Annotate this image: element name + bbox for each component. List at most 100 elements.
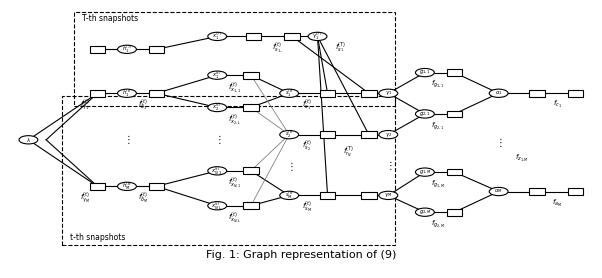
Circle shape <box>280 130 299 139</box>
Circle shape <box>280 89 299 97</box>
Text: Fig. 1: Graph representation of (9): Fig. 1: Graph representation of (9) <box>206 250 396 260</box>
Text: $s_2^{(t)}$: $s_2^{(t)}$ <box>285 129 294 140</box>
Text: $x_{N,1}^{(t)}$: $x_{N,1}^{(t)}$ <box>211 165 223 176</box>
Text: $\gamma_1^{(T)}$: $\gamma_1^{(T)}$ <box>312 31 323 42</box>
Circle shape <box>208 167 227 175</box>
Circle shape <box>415 110 434 118</box>
Circle shape <box>415 168 434 176</box>
Text: $f_{s_M}^{(t)}$: $f_{s_M}^{(t)}$ <box>302 200 312 214</box>
Text: $x_2^{(t)}$: $x_2^{(t)}$ <box>213 102 222 113</box>
Circle shape <box>208 103 227 112</box>
Text: $f_{z_{1,M}}$: $f_{z_{1,M}}$ <box>515 153 529 163</box>
Text: $g_{1,1}$: $g_{1,1}$ <box>419 69 430 76</box>
Text: $f_{g_{2,1}}$: $f_{g_{2,1}}$ <box>431 120 444 130</box>
Text: $\gamma_2$: $\gamma_2$ <box>385 131 392 139</box>
Bar <box>90 90 105 97</box>
Circle shape <box>415 208 434 216</box>
Text: $f_{g_{1,M}}$: $f_{g_{1,M}}$ <box>430 178 445 189</box>
Bar <box>149 46 164 53</box>
Bar <box>361 131 376 138</box>
Text: $f_{s_2}^{(t)}$: $f_{s_2}^{(t)}$ <box>302 139 312 153</box>
Circle shape <box>280 191 299 200</box>
Circle shape <box>379 89 398 97</box>
Text: $f_{g_{2,M}}$: $f_{g_{2,M}}$ <box>430 218 445 229</box>
Text: $x_1^{(T)}$: $x_1^{(T)}$ <box>212 31 222 42</box>
Text: $f_{\gamma_M}^{(t)}$: $f_{\gamma_M}^{(t)}$ <box>80 190 90 205</box>
Text: $\vdots$: $\vdots$ <box>495 136 502 149</box>
Text: $x_{N,L}^{(t)}$: $x_{N,L}^{(t)}$ <box>211 200 223 211</box>
Bar <box>568 188 583 195</box>
Text: $\lambda$: $\lambda$ <box>26 136 31 144</box>
Bar <box>320 90 335 97</box>
Bar <box>243 167 258 174</box>
Text: $f_{x_{1,1}}^{(t)}$: $f_{x_{1,1}}^{(t)}$ <box>228 80 241 94</box>
Text: $f_{g_{1,1}}$: $f_{g_{1,1}}$ <box>431 78 444 89</box>
Circle shape <box>379 130 398 139</box>
Bar <box>243 104 258 111</box>
Bar <box>529 188 545 195</box>
Text: $\alpha_M$: $\alpha_M$ <box>494 188 503 195</box>
Bar <box>361 192 376 199</box>
Text: $f_{s_{1_n}}^{(t)}$: $f_{s_{1_n}}^{(t)}$ <box>272 40 283 55</box>
Circle shape <box>308 32 327 41</box>
Text: $f_{x_{N,L}}^{(t)}$: $f_{x_{N,L}}^{(t)}$ <box>228 210 241 224</box>
Bar <box>447 111 462 117</box>
Text: $f_{\gamma_1}^{(t)}$: $f_{\gamma_1}^{(t)}$ <box>80 97 90 112</box>
Text: $s_M^{(t)}$: $s_M^{(t)}$ <box>285 190 294 201</box>
Circle shape <box>208 32 227 41</box>
Bar <box>243 72 258 78</box>
Circle shape <box>489 89 508 97</box>
Bar <box>285 33 300 40</box>
Text: $\alpha_1$: $\alpha_1$ <box>495 89 503 97</box>
Circle shape <box>117 45 137 53</box>
Text: $f_{x_{N,1}}^{(t)}$: $f_{x_{N,1}}^{(t)}$ <box>228 176 241 189</box>
Text: $f_{x_{2,L}}^{(t)}$: $f_{x_{2,L}}^{(t)}$ <box>228 112 241 126</box>
Bar <box>62 96 396 245</box>
Text: $f_{\delta_M}^{(t)}$: $f_{\delta_M}^{(t)}$ <box>138 190 148 205</box>
Bar <box>529 90 545 97</box>
Circle shape <box>117 89 137 97</box>
Text: $\gamma_1$: $\gamma_1$ <box>385 89 392 97</box>
Bar <box>447 209 462 215</box>
Text: $\vdots$: $\vdots$ <box>123 133 131 146</box>
Bar <box>90 46 105 53</box>
Text: $g_{2,M}$: $g_{2,M}$ <box>418 208 431 216</box>
Bar <box>243 202 258 209</box>
Text: $g_{1,M}$: $g_{1,M}$ <box>418 168 431 176</box>
Text: t-th snapshots: t-th snapshots <box>70 233 125 242</box>
Bar <box>320 131 335 138</box>
Text: $\vdots$: $\vdots$ <box>285 160 293 173</box>
Text: $x_1^{(t)}$: $x_1^{(t)}$ <box>213 70 222 81</box>
Text: $\gamma_M$: $\gamma_M$ <box>384 191 393 199</box>
Text: $g_{2,1}$: $g_{2,1}$ <box>419 110 430 118</box>
Bar <box>74 12 396 106</box>
Text: $f_{r_N}^{(T)}$: $f_{r_N}^{(T)}$ <box>343 145 354 160</box>
Text: $f_{a_M}$: $f_{a_M}$ <box>552 198 562 209</box>
Circle shape <box>117 182 137 190</box>
Text: $h_1^{(T)}$: $h_1^{(T)}$ <box>122 44 132 55</box>
Text: $h_1^{(t)}$: $h_1^{(t)}$ <box>122 88 132 99</box>
Text: $f_{s_1}^{(T)}$: $f_{s_1}^{(T)}$ <box>335 41 346 55</box>
Text: $\vdots$: $\vdots$ <box>214 133 221 146</box>
Bar <box>149 183 164 190</box>
Text: T-th snapshots: T-th snapshots <box>81 14 138 23</box>
Circle shape <box>415 68 434 77</box>
Text: $\vdots$: $\vdots$ <box>385 159 392 172</box>
Text: $s_1^{(t)}$: $s_1^{(t)}$ <box>285 88 294 99</box>
Text: $f_{c_1}$: $f_{c_1}$ <box>553 99 562 110</box>
Circle shape <box>208 71 227 79</box>
Circle shape <box>489 187 508 196</box>
Circle shape <box>379 191 398 200</box>
Bar <box>320 192 335 199</box>
Bar <box>361 90 376 97</box>
Bar <box>149 90 164 97</box>
Bar <box>246 33 261 40</box>
Text: $h_M^{(t)}$: $h_M^{(t)}$ <box>122 181 132 192</box>
Circle shape <box>208 202 227 210</box>
Bar <box>568 90 583 97</box>
Circle shape <box>19 136 38 144</box>
Bar <box>90 183 105 190</box>
Text: $f_{\delta_1}^{(t)}$: $f_{\delta_1}^{(t)}$ <box>138 97 148 112</box>
Text: $f_{s_1}^{(t)}$: $f_{s_1}^{(t)}$ <box>302 98 312 112</box>
Bar <box>447 169 462 175</box>
